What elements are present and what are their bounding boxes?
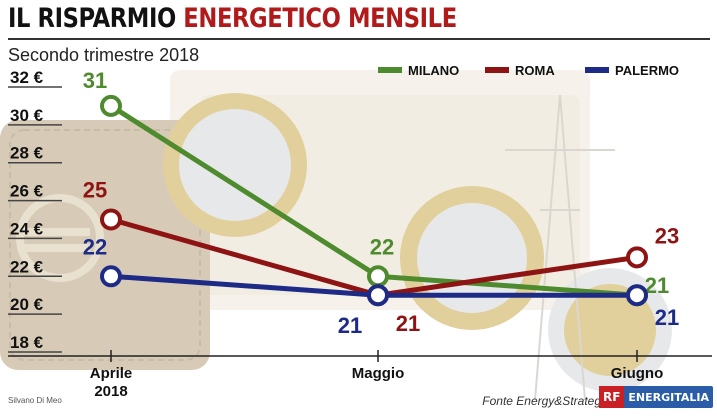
point-roma: [626, 246, 648, 269]
data-label-milano: 31: [83, 68, 107, 93]
data-label-milano: 21: [645, 273, 669, 298]
data-label-palermo: 22: [83, 234, 107, 259]
page-title: IL RISPARMIO ENERGETICO MENSILE: [8, 2, 457, 36]
point-palermo: [100, 265, 122, 288]
chart-subtitle: Secondo trimestre 2018: [8, 45, 200, 65]
data-label-palermo: 21: [338, 313, 362, 338]
legend: MILANO ROMA PALERMO: [378, 63, 679, 78]
title-part-2: ENERGETICO MENSILE: [183, 3, 457, 34]
data-label-palermo: 21: [655, 305, 679, 330]
logo-text: ENERGITALIA: [628, 390, 709, 404]
point-roma: [100, 208, 122, 231]
y-tick-label: 20 €: [10, 295, 44, 314]
point-palermo: [367, 284, 389, 307]
data-label-milano: 22: [370, 234, 394, 259]
series-layer: 31 22 21 25 21 23 22 21 21: [83, 68, 679, 338]
x-tick-label: Maggio: [352, 365, 405, 382]
y-tick-label: 30 €: [10, 106, 44, 125]
data-source: Fonte Energy&Strategy: [482, 394, 607, 408]
point-milano: [367, 265, 389, 288]
y-tick-label: 32 €: [10, 68, 44, 87]
point-palermo: [626, 284, 648, 307]
legend-label-roma: ROMA: [515, 63, 555, 78]
background-illustration: [0, 70, 672, 401]
y-tick-label: 26 €: [10, 182, 44, 201]
y-tick-label: 18 €: [10, 333, 44, 352]
point-milano: [100, 94, 122, 117]
title-part-1: IL RISPARMIO: [8, 3, 184, 34]
author-credit: Silvano Di Meo: [8, 396, 62, 405]
legend-label-palermo: PALERMO: [615, 63, 679, 78]
y-tick-label: 22 €: [10, 257, 44, 276]
x-tick-label: Giugno: [611, 365, 664, 382]
legend-label-milano: MILANO: [408, 63, 459, 78]
data-label-roma: 21: [396, 311, 420, 336]
data-label-roma: 23: [655, 223, 679, 248]
title-divider: [8, 38, 710, 40]
energitalia-logo: RF ENERGITALIA: [598, 386, 713, 408]
y-tick-label: 28 €: [10, 144, 44, 163]
x-tick-label: 2018: [94, 383, 127, 400]
y-axis: 18 € 20 € 22 € 24 € 26 € 28 € 30 € 32 €: [8, 68, 62, 353]
data-label-roma: 25: [83, 178, 107, 203]
logo-mark: RF: [598, 386, 625, 408]
y-tick-label: 24 €: [10, 219, 44, 238]
x-tick-label: Aprile: [90, 365, 133, 382]
